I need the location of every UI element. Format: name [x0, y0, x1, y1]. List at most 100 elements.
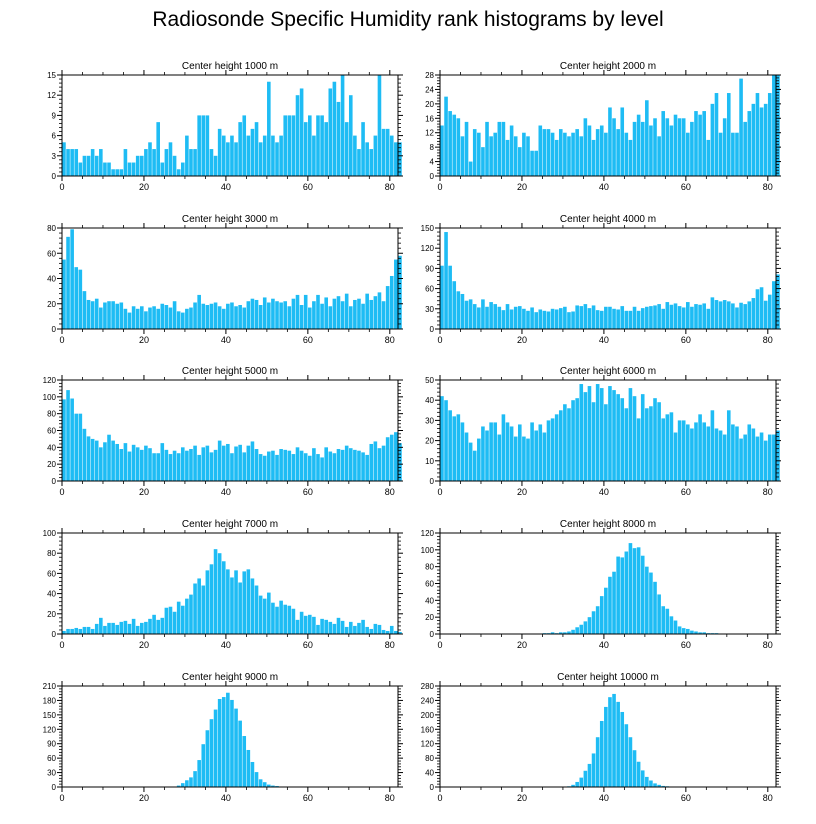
histogram-bar [275, 454, 279, 481]
histogram-bar [526, 438, 530, 481]
histogram-bar [776, 274, 780, 329]
histogram-bar [653, 783, 657, 787]
histogram-bar [144, 149, 148, 176]
plot-frame [439, 227, 777, 330]
y-tick-label: 0 [52, 783, 57, 792]
y-tick-label: 150 [421, 224, 435, 233]
histogram-bar [583, 118, 588, 176]
histogram-bar [530, 307, 534, 329]
histogram-bar [103, 625, 107, 634]
plot-frame [61, 74, 399, 177]
histogram-bar [99, 447, 103, 481]
y-tick-label: 40 [47, 590, 56, 599]
histogram-bar [681, 118, 686, 176]
x-tick-label: 20 [139, 487, 149, 497]
histogram-bar [344, 445, 349, 481]
histogram-bar [599, 720, 604, 787]
histogram-bar [649, 406, 653, 481]
histogram-bar [649, 125, 653, 176]
histogram-bar [250, 578, 255, 634]
histogram-bar [279, 135, 283, 176]
x-tick-label: 60 [681, 640, 691, 650]
histogram-bar [344, 293, 349, 329]
histogram-bar [74, 267, 79, 329]
histogram-bar [505, 139, 510, 176]
histogram-bar [140, 155, 144, 176]
histogram-bar [460, 422, 465, 481]
histogram-bar [579, 136, 584, 176]
histogram-bar [131, 444, 136, 481]
histogram-bar [677, 626, 682, 634]
histogram-bar [731, 303, 735, 329]
histogram-bar [381, 301, 386, 329]
histogram-bar [394, 432, 398, 481]
histogram-bar [332, 623, 337, 634]
histogram-bar [213, 709, 218, 787]
panel-title: Center height 5000 m [182, 366, 278, 377]
histogram-bar [452, 416, 457, 481]
histogram-bar [542, 432, 547, 481]
histogram-bar [464, 432, 469, 481]
histogram-bar [348, 621, 353, 634]
histogram-bar [299, 88, 304, 176]
panel-title: Center height 8000 m [560, 519, 656, 530]
histogram-bar [743, 434, 747, 481]
histogram-bar [772, 281, 776, 329]
histogram-bar [718, 430, 723, 481]
histogram-bar [456, 414, 461, 481]
histogram-bar [221, 308, 226, 329]
histogram-bar [242, 571, 247, 634]
histogram-bar [197, 115, 201, 176]
histogram-bar [710, 297, 715, 329]
histogram-bar [336, 449, 341, 481]
histogram-bar [115, 443, 120, 481]
histogram-bar [180, 605, 185, 634]
histogram-bar [645, 306, 649, 329]
histogram-bar [509, 125, 514, 176]
histogram-bar [673, 303, 678, 329]
histogram-bar [275, 301, 279, 329]
histogram-bar [90, 149, 95, 176]
x-tick-label: 40 [599, 182, 609, 192]
histogram-bar [209, 564, 214, 634]
histogram-bar [271, 135, 275, 176]
histogram-bar [258, 142, 263, 176]
histogram-bar [653, 398, 657, 481]
histogram-bar [530, 422, 534, 481]
x-tick-label: 20 [139, 640, 149, 650]
histogram-bar [99, 307, 103, 329]
histogram-bar [377, 75, 382, 176]
histogram-bar [608, 306, 612, 329]
histogram-bar [563, 306, 567, 329]
histogram-bar [357, 298, 361, 329]
histogram-bar [62, 142, 66, 176]
y-tick-label: 20 [47, 610, 56, 619]
histogram-bar [172, 611, 177, 634]
histogram-bar [283, 604, 288, 634]
histogram-bar [103, 162, 107, 176]
histogram-bar [365, 454, 369, 481]
histogram-bar [82, 626, 87, 634]
histogram-bar [587, 125, 592, 176]
histogram-bar [369, 149, 374, 176]
histogram-bar [460, 293, 465, 329]
histogram-bar [567, 408, 571, 481]
histogram-bar [103, 442, 107, 481]
histogram-bar [616, 394, 620, 481]
x-tick-label: 80 [763, 640, 773, 650]
histogram-bar [620, 711, 625, 787]
histogram-bar [131, 618, 136, 634]
histogram-bar [612, 308, 616, 329]
histogram-bar [221, 561, 226, 634]
histogram-bar [526, 310, 530, 329]
histogram-bar [599, 596, 604, 634]
x-tick-label: 20 [517, 182, 527, 192]
histogram-bar [398, 443, 402, 481]
histogram-bar [587, 386, 592, 481]
x-tick-label: 40 [221, 182, 231, 192]
histogram-bar [673, 432, 678, 481]
y-tick-label: 20 [425, 100, 434, 109]
x-tick-label: 20 [517, 335, 527, 345]
x-tick-label: 60 [303, 487, 313, 497]
